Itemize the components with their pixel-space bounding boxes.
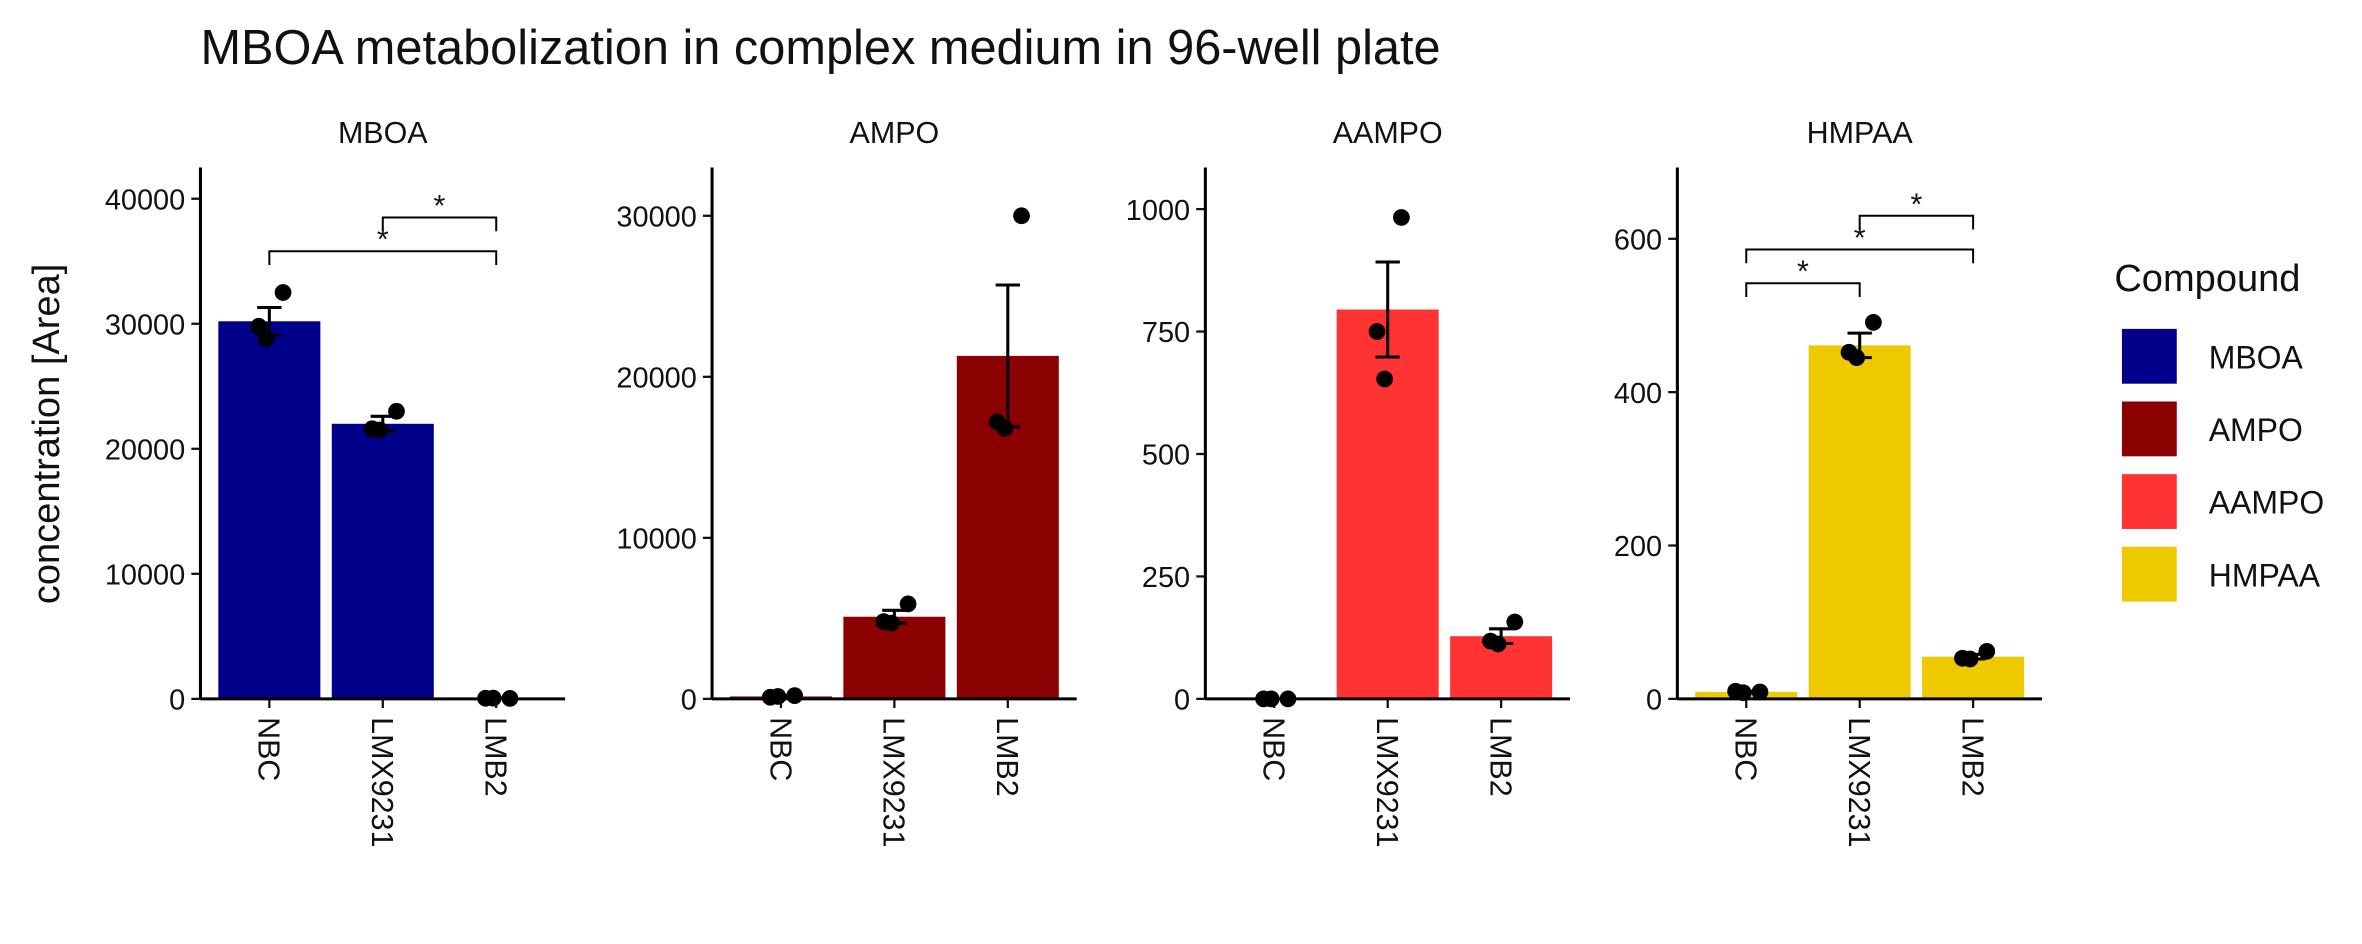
x-tick-label: LMB2: [1483, 717, 1517, 797]
y-tick-label: 20000: [105, 434, 185, 466]
chart-title: MBOA metabolization in complex medium in…: [200, 21, 1440, 75]
data-point: [371, 421, 389, 439]
y-tick-label: 40000: [105, 184, 185, 216]
data-point: [388, 402, 405, 420]
significance-label: *: [434, 189, 446, 223]
data-point: [1734, 684, 1752, 702]
bar: [218, 321, 321, 699]
x-tick-label: LMX9231: [365, 717, 399, 847]
data-point: [1865, 313, 1882, 331]
y-tick-label: 20000: [616, 362, 696, 394]
legend-label: AMPO: [2209, 412, 2303, 448]
y-tick-label: 0: [681, 685, 697, 717]
legend-label: MBOA: [2209, 339, 2304, 375]
data-point: [882, 614, 900, 632]
legend-title: Compound: [2114, 258, 2300, 300]
data-point: [1489, 635, 1507, 653]
data-point: [769, 688, 787, 705]
y-tick-label: 250: [1142, 562, 1190, 594]
y-tick-label: 0: [1646, 685, 1662, 717]
y-tick-label: 500: [1142, 440, 1190, 472]
y-axis-label: concentration [Area]: [26, 264, 68, 605]
panel-title: AMPO: [850, 116, 940, 150]
panel-title: MBOA: [338, 116, 428, 150]
significance-label: *: [1910, 187, 1922, 221]
y-tick-label: 30000: [616, 201, 696, 233]
data-point: [250, 317, 268, 335]
significance-label: *: [377, 223, 389, 257]
data-point: [1961, 650, 1979, 668]
legend-label: HMPAA: [2209, 557, 2321, 593]
data-point: [1368, 323, 1386, 340]
y-tick-label: 400: [1614, 378, 1662, 410]
x-tick-label: LMX9231: [877, 717, 911, 847]
legend-label: AAMPO: [2209, 485, 2324, 521]
data-point: [1013, 207, 1030, 225]
y-tick-label: 30000: [105, 309, 185, 341]
x-tick-label: LMX9231: [1842, 717, 1876, 847]
data-point: [1848, 349, 1866, 367]
x-tick-label: NBC: [1729, 717, 1763, 781]
significance-bracket: [381, 216, 498, 232]
legend-swatch: [2121, 474, 2177, 529]
legend-swatch: [2121, 328, 2177, 384]
x-tick-label: NBC: [763, 717, 797, 781]
bar: [1336, 309, 1439, 699]
legend-swatch: [2121, 401, 2177, 457]
data-point: [1376, 370, 1394, 388]
legend-swatch: [2121, 546, 2177, 602]
y-tick-label: 0: [1174, 685, 1190, 717]
significance-label: *: [1854, 221, 1866, 255]
significance-bracket: [268, 250, 498, 265]
data-point: [1506, 613, 1524, 631]
x-tick-label: NBC: [1257, 717, 1291, 781]
x-tick-label: LMB2: [990, 717, 1024, 797]
y-tick-label: 10000: [105, 559, 185, 591]
data-point: [996, 419, 1014, 437]
x-tick-label: LMX9231: [1370, 717, 1404, 847]
significance-bracket: [1745, 248, 1975, 264]
y-tick-label: 0: [169, 685, 185, 717]
x-tick-label: LMB2: [479, 717, 513, 797]
significance-bracket: [1745, 282, 1861, 297]
data-point: [257, 330, 275, 348]
panel-title: AAMPO: [1333, 116, 1443, 150]
data-point: [1751, 683, 1769, 701]
y-tick-label: 1000: [1126, 195, 1190, 227]
y-tick-label: 10000: [616, 523, 696, 555]
y-tick-label: 750: [1142, 317, 1190, 349]
panel-title: HMPAA: [1807, 116, 1914, 150]
bar: [331, 423, 434, 699]
x-tick-label: LMB2: [1955, 717, 1989, 797]
y-tick-label: 200: [1614, 531, 1662, 563]
x-tick-label: NBC: [252, 717, 286, 781]
y-tick-label: 600: [1614, 224, 1662, 256]
significance-label: *: [1797, 255, 1809, 289]
data-point: [899, 595, 917, 613]
data-point: [274, 284, 292, 301]
bar: [1808, 345, 1911, 699]
significance-bracket: [1858, 214, 1975, 230]
data-point: [786, 687, 804, 705]
data-point: [1393, 209, 1410, 226]
data-point: [1978, 642, 1996, 660]
